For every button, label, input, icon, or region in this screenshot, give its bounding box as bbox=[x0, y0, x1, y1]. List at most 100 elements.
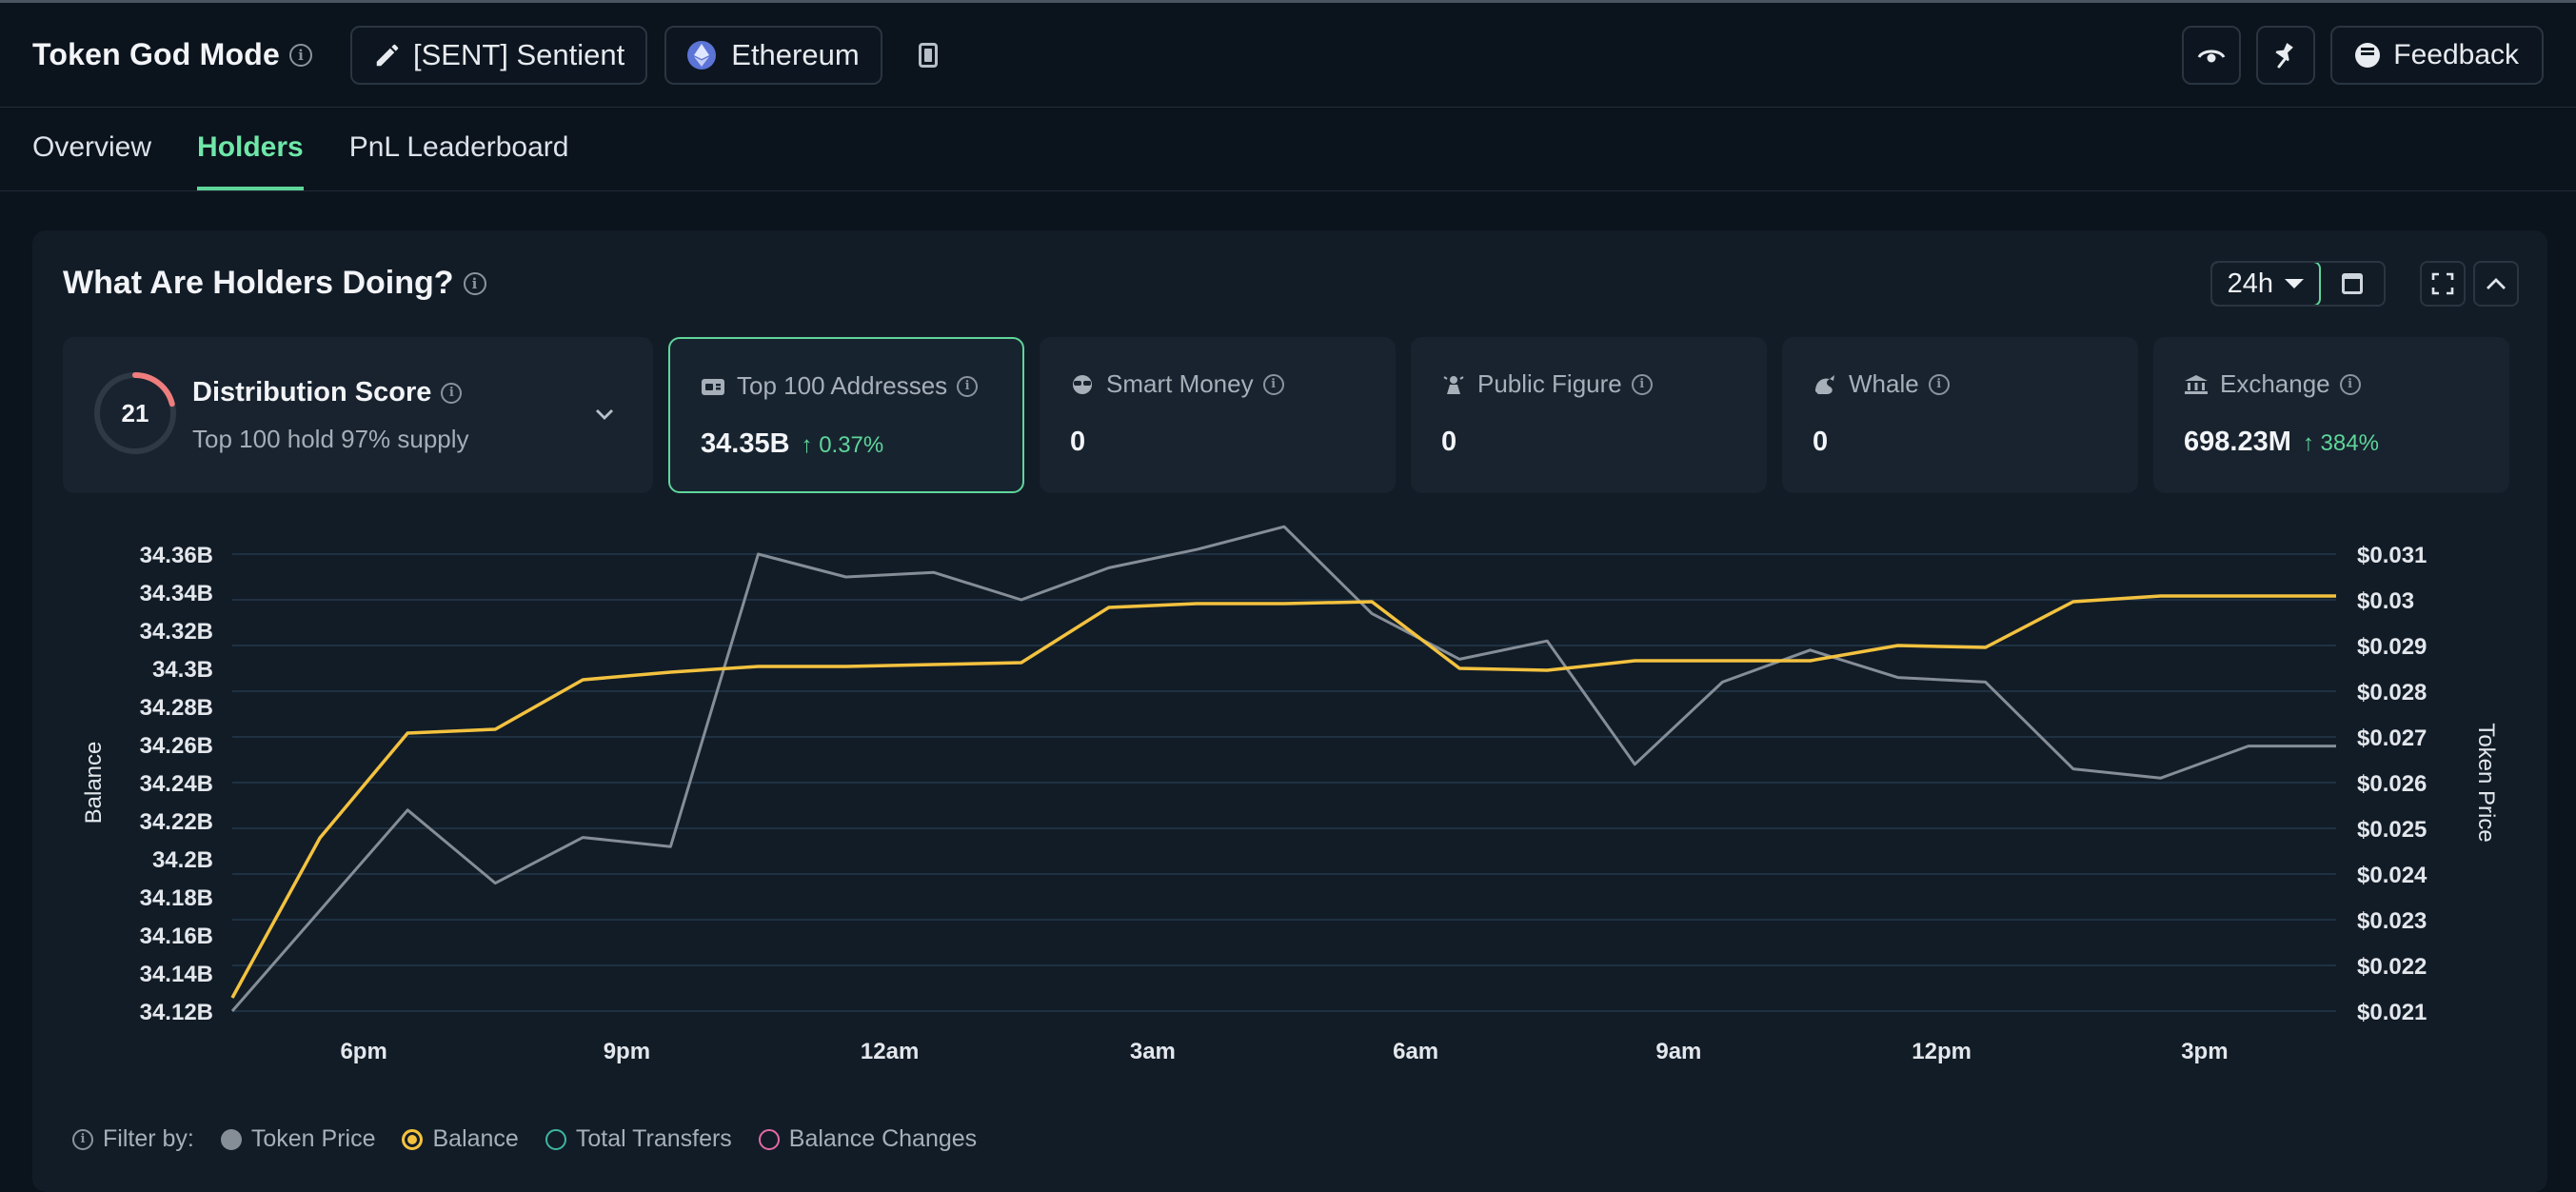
metric-label: Whale bbox=[1849, 369, 1919, 398]
tab-holders[interactable]: Holders bbox=[197, 131, 304, 190]
distribution-info-icon[interactable]: i bbox=[441, 382, 463, 404]
filter-token-price[interactable]: Token Price bbox=[220, 1125, 375, 1153]
chevron-up-icon bbox=[2487, 278, 2506, 289]
y2-tick-label: $0.028 bbox=[2357, 680, 2427, 705]
metric-label-row: Whale i bbox=[1813, 369, 1950, 399]
y-tick-label: 34.14B bbox=[140, 962, 213, 987]
metric-card-top-100[interactable]: Top 100 Addresses i 34.35B ↑ 0.37% bbox=[668, 337, 1024, 493]
collapse-button[interactable] bbox=[2473, 261, 2519, 307]
metric-value: 0 bbox=[1441, 427, 1457, 457]
y2-tick-label: $0.025 bbox=[2357, 817, 2427, 843]
metric-card-public-figure[interactable]: Public Figure i 0 bbox=[1411, 337, 1767, 493]
metric-label: Exchange bbox=[2220, 369, 2330, 398]
holders-balance-chart: 34.36B 34.34B 34.32B 34.3B 34.28B 34.26B 34.24… bbox=[81, 525, 2499, 1064]
y-axis-label: Balance bbox=[81, 742, 107, 824]
metric-label-row: Top 100 Addresses i bbox=[701, 371, 979, 401]
metric-value-row: 0 bbox=[1813, 427, 1828, 458]
copy-icon[interactable] bbox=[918, 42, 938, 68]
metric-value-row: 698.23M ↑ 384% bbox=[2184, 427, 2379, 458]
distribution-score-title: Distribution Score bbox=[192, 377, 432, 407]
series-line-token-price bbox=[230, 525, 2336, 1012]
metric-change-value: 0.37% bbox=[819, 432, 884, 458]
tab-pnl-leaderboard[interactable]: PnL Leaderboard bbox=[348, 131, 569, 163]
y2-tick-label: $0.021 bbox=[2357, 1000, 2427, 1025]
distribution-score-ring bbox=[94, 372, 176, 454]
chat-icon bbox=[2355, 42, 2381, 68]
x-tick-label: 3pm bbox=[2181, 1039, 2228, 1064]
metric-value: 698.23M bbox=[2184, 427, 2291, 457]
y-tick-label: 34.2B bbox=[152, 847, 213, 873]
distribution-score-card[interactable]: 21 Distribution Score i Top 100 hold 97%… bbox=[63, 337, 653, 493]
metric-value-row: 0 bbox=[1441, 427, 1456, 458]
y-tick-label: 34.22B bbox=[140, 809, 213, 835]
metric-info-icon[interactable]: i bbox=[2339, 373, 2361, 395]
time-range-select[interactable]: 24h bbox=[2211, 263, 2321, 305]
metric-label-row: Public Figure i bbox=[1441, 369, 1653, 399]
wallet-icon bbox=[702, 378, 724, 395]
tab-overview[interactable]: Overview bbox=[32, 131, 152, 163]
chain-selector[interactable]: Ethereum bbox=[664, 25, 882, 85]
distribution-subtitle: Top 100 hold 97% supply bbox=[192, 425, 469, 453]
x-tick-label: 6pm bbox=[340, 1039, 386, 1064]
metric-info-icon[interactable]: i bbox=[957, 375, 979, 397]
y-tick-label: 34.12B bbox=[140, 1000, 213, 1025]
metric-change-value: 384% bbox=[2320, 430, 2379, 456]
metric-info-icon[interactable]: i bbox=[1262, 373, 1284, 395]
metric-info-icon[interactable]: i bbox=[1928, 373, 1950, 395]
y-tick-label: 34.32B bbox=[140, 619, 213, 645]
distribution-score-title-row: Distribution Score i bbox=[192, 377, 463, 408]
whale-icon bbox=[1815, 374, 1834, 394]
pencil-icon bbox=[376, 44, 399, 66]
smart-money-icon bbox=[1073, 374, 1092, 394]
y-tick-label: 34.26B bbox=[140, 733, 213, 759]
metric-info-icon[interactable]: i bbox=[1631, 373, 1653, 395]
x-tick-label: 12pm bbox=[1912, 1039, 1972, 1064]
time-range-group: 24h bbox=[2209, 261, 2386, 307]
filter-balance[interactable]: Balance bbox=[402, 1125, 519, 1153]
watch-button[interactable] bbox=[2182, 25, 2242, 85]
y-tick-label: 34.3B bbox=[152, 657, 213, 683]
section-info-icon[interactable]: i bbox=[463, 271, 486, 295]
token-price-dot bbox=[220, 1128, 242, 1150]
section-title: What Are Holders Doing? bbox=[63, 265, 454, 301]
y-tick-label: 34.24B bbox=[140, 771, 213, 797]
fullscreen-button[interactable] bbox=[2420, 261, 2466, 307]
calendar-icon bbox=[2342, 273, 2363, 294]
section-title-row: What Are Holders Doing? i bbox=[63, 265, 486, 302]
expand-icon bbox=[2431, 272, 2454, 295]
public-figure-icon bbox=[1443, 375, 1464, 394]
token-label: [SENT] Sentient bbox=[412, 37, 625, 71]
time-range-value: 24h bbox=[2227, 268, 2273, 299]
metric-value-row: 0 bbox=[1070, 427, 1085, 458]
filter-label: Balance Changes bbox=[788, 1125, 978, 1152]
metric-label-row: Exchange i bbox=[2184, 369, 2361, 399]
y2-tick-label: $0.024 bbox=[2357, 863, 2427, 888]
metric-card-exchange[interactable]: Exchange i 698.23M ↑ 384% bbox=[2153, 337, 2509, 493]
metric-value-row: 34.35B ↑ 0.37% bbox=[701, 428, 883, 460]
chevron-down-icon[interactable] bbox=[594, 404, 615, 425]
feedback-label: Feedback bbox=[2393, 38, 2519, 70]
calendar-button[interactable] bbox=[2321, 263, 2384, 305]
filter-balance-changes[interactable]: Balance Changes bbox=[758, 1125, 978, 1153]
chart-filter-legend: i Filter by: Token Price Balance Total T… bbox=[72, 1125, 977, 1153]
y-tick-label: 34.34B bbox=[140, 581, 213, 606]
title-info-icon[interactable]: i bbox=[288, 43, 312, 67]
tab-bar: Overview Holders PnL Leaderboard bbox=[0, 108, 2576, 191]
x-tick-label: 9pm bbox=[604, 1039, 650, 1064]
metric-value: 0 bbox=[1070, 427, 1086, 457]
y-tick-label: 34.28B bbox=[140, 695, 213, 721]
metric-card-smart-money[interactable]: Smart Money i 0 bbox=[1040, 337, 1396, 493]
x-tick-label: 12am bbox=[861, 1039, 919, 1064]
x-tick-label: 9am bbox=[1655, 1039, 1701, 1064]
pin-button[interactable] bbox=[2256, 25, 2316, 85]
metric-card-whale[interactable]: Whale i 0 bbox=[1782, 337, 2138, 493]
y2-tick-label: $0.031 bbox=[2357, 543, 2427, 568]
filter-info-icon[interactable]: i bbox=[72, 1128, 93, 1150]
token-selector[interactable]: [SENT] Sentient bbox=[349, 25, 648, 85]
metric-label: Top 100 Addresses bbox=[737, 371, 948, 400]
filter-total-transfers[interactable]: Total Transfers bbox=[545, 1125, 732, 1153]
y2-tick-label: $0.03 bbox=[2357, 588, 2414, 614]
metric-label-row: Smart Money i bbox=[1070, 369, 1284, 399]
feedback-button[interactable]: Feedback bbox=[2330, 25, 2544, 85]
metric-cards: 21 Distribution Score i Top 100 hold 97%… bbox=[63, 337, 2525, 493]
